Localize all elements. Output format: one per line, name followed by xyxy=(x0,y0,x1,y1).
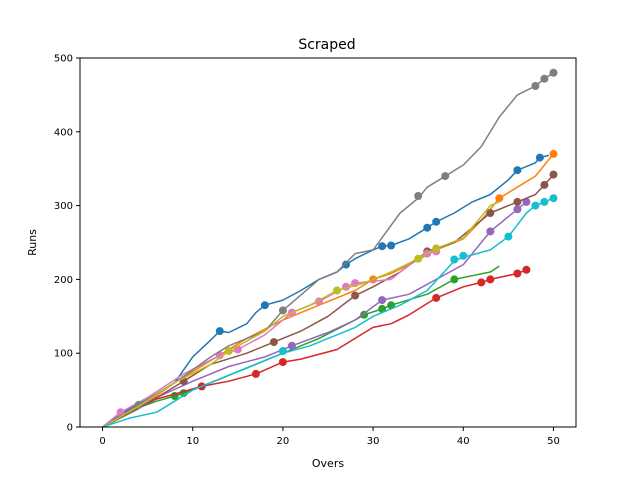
data-point xyxy=(486,209,495,217)
x-axis: 0 10 20 30 40 50 xyxy=(99,427,560,447)
series-5 xyxy=(102,197,531,428)
x-tick-label: 10 xyxy=(186,436,199,447)
data-point xyxy=(513,205,522,214)
data-point xyxy=(540,74,549,83)
data-point xyxy=(495,194,504,203)
series-1 xyxy=(102,153,550,428)
y-axis-label: Runs xyxy=(26,229,39,256)
series-9 xyxy=(102,201,500,428)
x-axis-label: Overs xyxy=(312,457,344,470)
data-point xyxy=(540,197,549,206)
data-point xyxy=(513,197,522,206)
data-point xyxy=(486,275,495,284)
data-point xyxy=(540,180,549,189)
y-tick-label: 0 xyxy=(67,423,73,434)
data-point xyxy=(513,269,522,278)
y-tick-label: 200 xyxy=(54,275,73,286)
data-point xyxy=(459,251,468,260)
data-point xyxy=(342,260,350,269)
data-point xyxy=(522,197,531,206)
series-layer xyxy=(102,68,558,428)
data-point xyxy=(432,244,441,253)
y-tick-label: 100 xyxy=(54,349,73,360)
data-point xyxy=(477,278,486,287)
data-point xyxy=(387,241,396,250)
series-line xyxy=(102,201,500,428)
series-line xyxy=(102,201,527,428)
x-tick-label: 40 xyxy=(457,436,470,447)
data-point xyxy=(278,358,287,367)
data-point xyxy=(378,304,387,313)
series-10 xyxy=(102,194,558,428)
data-point xyxy=(224,347,233,355)
series-8 xyxy=(102,68,558,428)
data-point xyxy=(414,254,423,263)
data-point xyxy=(378,242,387,251)
data-point xyxy=(269,338,278,347)
x-tick-label: 20 xyxy=(277,436,290,447)
x-tick-label: 30 xyxy=(367,436,380,447)
data-point xyxy=(522,265,531,274)
data-point xyxy=(333,286,341,295)
plot-area xyxy=(102,68,558,428)
data-point xyxy=(215,327,224,336)
data-point xyxy=(531,201,540,210)
y-axis: 0 100 200 300 400 500 xyxy=(54,54,80,434)
data-point xyxy=(423,223,432,232)
data-point xyxy=(287,341,296,350)
data-point xyxy=(432,293,441,302)
data-point xyxy=(260,301,269,310)
data-point xyxy=(549,194,558,203)
data-point xyxy=(414,192,423,200)
data-point xyxy=(549,68,558,77)
y-tick-label: 400 xyxy=(54,127,73,138)
series-line xyxy=(102,197,554,428)
data-point xyxy=(549,149,558,158)
data-point xyxy=(513,166,522,175)
data-point xyxy=(531,82,540,90)
series-line xyxy=(102,72,554,428)
y-tick-label: 300 xyxy=(54,201,73,212)
data-point xyxy=(378,296,387,305)
x-tick-label: 0 xyxy=(99,436,105,447)
data-point xyxy=(278,347,287,355)
data-point xyxy=(450,275,459,284)
data-point xyxy=(432,217,441,226)
data-point xyxy=(251,369,260,378)
chart-title: Scraped xyxy=(298,37,355,53)
data-point xyxy=(504,232,513,241)
data-point xyxy=(549,170,558,179)
data-point xyxy=(450,255,459,264)
data-point xyxy=(351,291,360,300)
data-point xyxy=(441,172,450,181)
plot-frame xyxy=(79,57,577,428)
data-point xyxy=(278,306,287,315)
data-point xyxy=(535,153,544,162)
y-tick-label: 500 xyxy=(54,54,73,65)
series-4 xyxy=(102,265,531,428)
data-point xyxy=(387,301,396,310)
x-tick-label: 50 xyxy=(547,436,560,447)
data-point xyxy=(486,227,495,236)
